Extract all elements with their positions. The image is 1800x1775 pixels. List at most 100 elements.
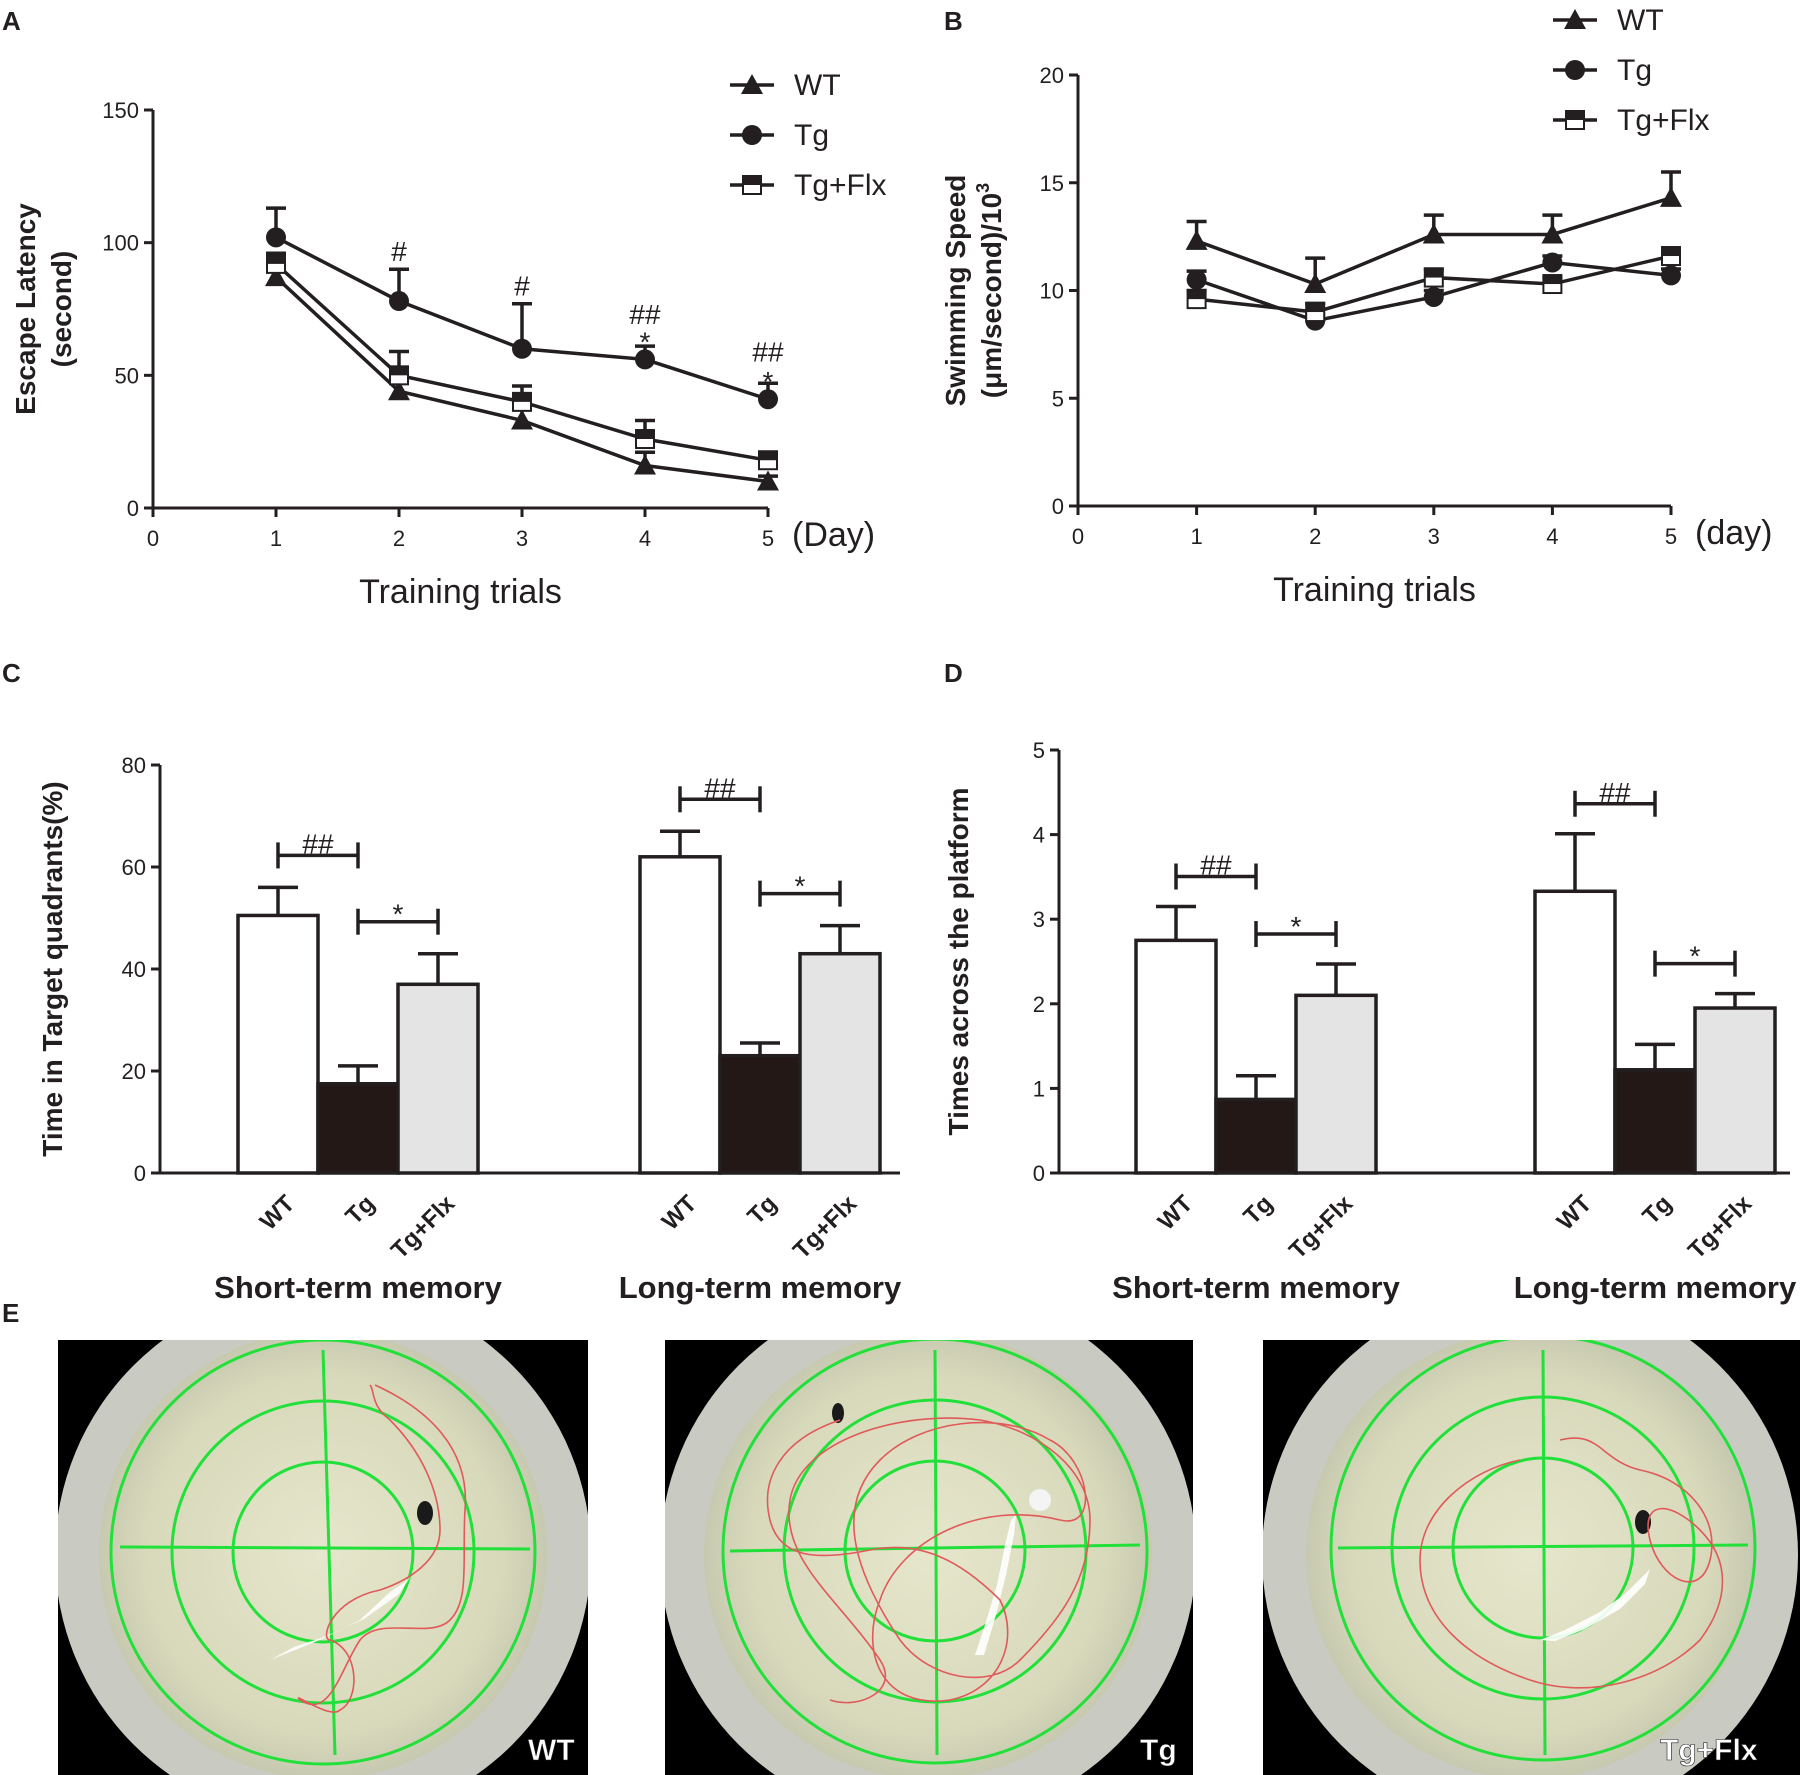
y-tick-label: 150 (102, 98, 139, 123)
legend-label: Tg+Flx (1617, 104, 1710, 137)
data-point (758, 389, 778, 410)
bar-group-short-term: WT Tg Tg+Flx ## * Short-term memory (214, 828, 502, 1305)
y-tick-label: 0 (134, 1161, 146, 1186)
bar-wt (638, 855, 722, 1175)
significance-label: ## (1200, 850, 1232, 881)
bar-tg (718, 1053, 802, 1175)
data-point (1305, 302, 1326, 323)
data-point-fill (1424, 268, 1443, 278)
significance-star: * (763, 366, 774, 397)
significance-star: * (640, 326, 651, 357)
panel-label-a: A (2, 6, 21, 36)
group-label: Long-term memory (1514, 1270, 1797, 1305)
y-axis-label: Times across the platform (943, 787, 974, 1135)
significance-label: * (795, 871, 806, 902)
data-point (1541, 223, 1564, 244)
data-point-fill (1662, 247, 1680, 257)
significance-label: * (393, 899, 404, 930)
data-point-fill (390, 366, 408, 376)
category-label: Tg (1238, 1190, 1278, 1230)
data-point (635, 349, 655, 370)
panel-a-escape-latency-chart: 0 50 100 150 0 1 2 3 4 5 (Day) Training trials Escap… (10, 69, 887, 611)
y-tick-label: 1 (1033, 1076, 1045, 1101)
significance-hash: # (391, 236, 407, 267)
data-point (388, 380, 410, 401)
data-point (1542, 274, 1563, 295)
category-label: Tg (742, 1190, 782, 1230)
significance-label: ## (1599, 777, 1631, 808)
data-point (265, 266, 287, 287)
category-label: WT (255, 1190, 301, 1236)
x-unit-label: (Day) (792, 516, 875, 554)
y-tick-label: 0 (1033, 1161, 1045, 1186)
legend-marker (1564, 9, 1586, 29)
x-tick-label: 2 (393, 526, 405, 551)
y-axis-label: Time in Target quadrants(%) (37, 781, 68, 1156)
series-wt (1185, 170, 1682, 294)
y-axis-label: Escape Latency (second) (10, 203, 77, 415)
data-point-fill (1306, 303, 1325, 313)
bar-tg-flx (798, 951, 882, 1175)
data-point (512, 338, 532, 359)
data-point (1660, 186, 1682, 207)
x-tick-label: 0 (1072, 524, 1084, 549)
data-point (1304, 273, 1327, 294)
swim-path-image-tg: Tg (665, 1340, 1193, 1775)
y-tick-label: 40 (122, 957, 146, 982)
panel-label-e: E (2, 1298, 19, 1328)
data-point (758, 450, 778, 471)
data-point (511, 409, 533, 430)
y-tick-label: 20 (1040, 63, 1064, 88)
legend-marker (1565, 110, 1585, 130)
swim-path-label-wt: WT (528, 1734, 575, 1767)
swim-path-image-tg-flx: Tg+Flx (1263, 1340, 1800, 1775)
data-point (1186, 289, 1207, 310)
data-point-fill (636, 430, 654, 440)
data-point (512, 391, 532, 412)
bar-tg (1613, 1068, 1697, 1175)
data-point (634, 454, 656, 475)
group-label: Short-term memory (1112, 1270, 1400, 1305)
data-point (1185, 229, 1208, 250)
y-tick-label: 4 (1033, 823, 1045, 848)
significance-hash: ## (629, 299, 661, 330)
data-point (389, 365, 409, 386)
series-tg (266, 206, 778, 410)
legend-marker-fill (1566, 111, 1584, 120)
bar-tg-flx (1294, 993, 1378, 1175)
legend-label: Tg+Flx (794, 169, 887, 202)
bar-tg (316, 1082, 400, 1175)
legend-label: Tg (794, 119, 829, 152)
category-label: WT (1153, 1190, 1199, 1236)
legend-marker (1565, 60, 1585, 80)
category-label: Tg+Flx (386, 1190, 461, 1265)
x-tick-label: 4 (1546, 524, 1558, 549)
bar-group-long-term: WT Tg Tg+Flx ## * Long-term memory (619, 772, 902, 1305)
category-label: Tg+Flx (788, 1190, 863, 1265)
category-label: Tg (1637, 1190, 1677, 1230)
y-tick-label: 20 (122, 1059, 146, 1084)
x-axis-label: Training trials (359, 573, 562, 611)
data-point (1661, 246, 1681, 267)
x-tick-label: 3 (1428, 524, 1440, 549)
data-point (757, 470, 779, 491)
y-tick-label: 3 (1033, 907, 1045, 932)
data-point (266, 227, 286, 248)
legend-marker (742, 125, 762, 145)
y-tick-label: 0 (127, 496, 139, 521)
x-tick-label: 1 (270, 526, 282, 551)
significance-label: ## (302, 828, 334, 859)
data-point (389, 291, 409, 312)
significance-hash: ## (752, 336, 784, 367)
category-label: Tg (340, 1190, 380, 1230)
legend-marker (741, 74, 763, 94)
x-tick-label: 5 (762, 526, 774, 551)
group-label: Long-term memory (619, 1270, 902, 1305)
y-tick-label: 60 (122, 855, 146, 880)
data-point-fill (267, 254, 285, 264)
x-unit-label: (day) (1695, 514, 1772, 552)
x-tick-label: 2 (1309, 524, 1321, 549)
y-tick-label: 2 (1033, 992, 1045, 1017)
bar-wt (236, 913, 320, 1175)
